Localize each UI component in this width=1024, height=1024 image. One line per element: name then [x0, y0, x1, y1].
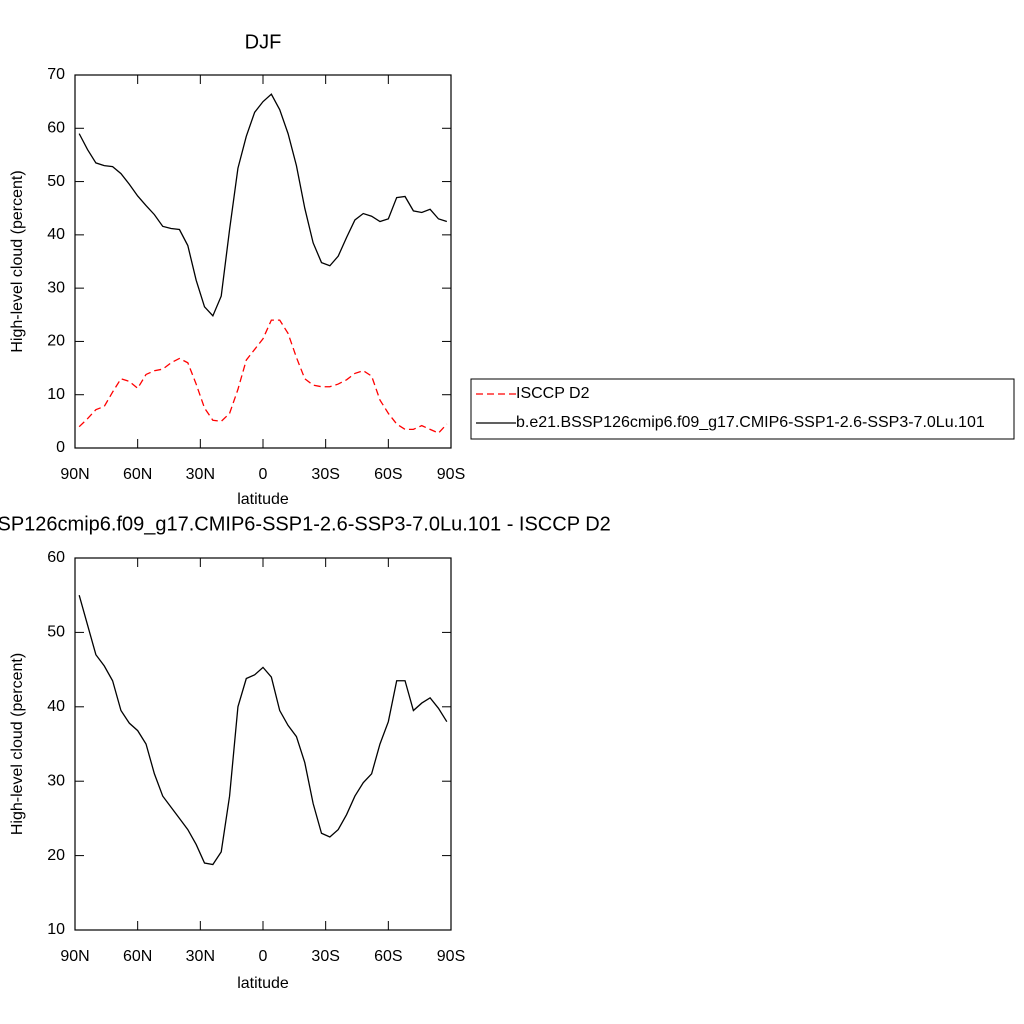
x-tick-label: 0 [259, 948, 268, 965]
x-tick-label: 90N [60, 466, 89, 483]
y-tick-label: 70 [47, 66, 65, 83]
x-tick-label: 30N [186, 948, 215, 965]
y-axis-label: High-level cloud (percent) [9, 653, 26, 835]
y-tick-label: 40 [47, 698, 65, 715]
legend-label: ISCCP D2 [516, 385, 590, 402]
y-tick-label: 40 [47, 226, 65, 243]
y-tick-label: 60 [47, 120, 65, 137]
data-line [78, 93, 448, 318]
y-tick-label: 30 [47, 279, 65, 296]
x-tick-label: 30N [186, 466, 215, 483]
chart-title: b.e21.BSSP126cmip6.f09_g17.CMIP6-SSP1-2.… [0, 513, 611, 535]
y-tick-label: 30 [47, 772, 65, 789]
y-tick-label: 50 [47, 624, 65, 641]
y-axis-label: High-level cloud (percent) [9, 170, 26, 352]
x-tick-label: 90S [437, 948, 465, 965]
x-tick-label: 60N [123, 948, 152, 965]
x-axis-label: latitude [237, 491, 289, 508]
x-tick-label: 0 [259, 466, 268, 483]
x-tick-label: 60S [374, 948, 402, 965]
x-tick-label: 30S [311, 466, 339, 483]
y-tick-label: 10 [47, 921, 65, 938]
plot-frame [74, 557, 452, 931]
y-tick-label: 50 [47, 173, 65, 190]
chart-title: DJF [245, 31, 282, 53]
x-tick-label: 60N [123, 466, 152, 483]
x-tick-label: 30S [311, 948, 339, 965]
plot-frame [74, 74, 452, 449]
legend-box [470, 378, 1015, 440]
legend-label: b.e21.BSSP126cmip6.f09_g17.CMIP6-SSP1-2.… [516, 414, 985, 431]
y-tick-label: 60 [47, 549, 65, 566]
data-line [78, 319, 448, 434]
x-tick-label: 90N [60, 948, 89, 965]
data-line [78, 595, 448, 866]
y-tick-label: 10 [47, 386, 65, 403]
y-tick-label: 20 [47, 847, 65, 864]
x-tick-label: 90S [437, 466, 465, 483]
y-tick-label: 0 [56, 439, 65, 456]
y-tick-label: 20 [47, 333, 65, 350]
x-axis-label: latitude [237, 975, 289, 992]
x-tick-label: 60S [374, 466, 402, 483]
